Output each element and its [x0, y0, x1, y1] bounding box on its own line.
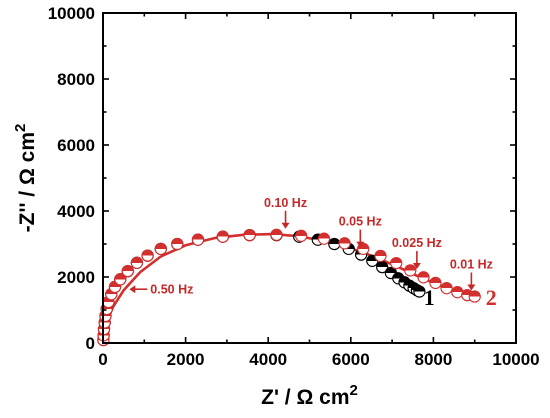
- data-point: [413, 285, 426, 298]
- y-axis-title-superscript: 2: [12, 124, 29, 132]
- y-tick-label: 0: [86, 334, 95, 353]
- x-tick-label: 0: [98, 350, 107, 369]
- x-axis-title-text: Z' / Ω cm: [261, 386, 349, 409]
- data-point: [404, 264, 417, 277]
- x-axis-title-superscript: 2: [350, 382, 358, 399]
- data-point: [468, 290, 481, 303]
- frequency-annotations: 0.50 Hz 0.10 Hz 0.05 Hz 0.025 Hz 0.01 Hz: [129, 196, 493, 297]
- x-tick-label: 8000: [414, 350, 452, 369]
- annotation-label: 0.01 Hz: [450, 257, 493, 271]
- x-axis-title: Z' / Ω cm2: [261, 382, 358, 409]
- y-tick-label: 6000: [57, 136, 95, 155]
- data-point: [114, 273, 127, 286]
- frequency-annotation: 0.50 Hz: [129, 283, 193, 297]
- frequency-annotation: 0.10 Hz: [264, 196, 307, 229]
- data-point: [295, 229, 308, 242]
- annotation-arrow-head: [281, 222, 290, 229]
- data-point: [191, 233, 205, 246]
- annotation-arrow-head: [412, 263, 421, 270]
- annotation-arrow-head: [356, 241, 365, 248]
- y-axis-title-text: -Z'' / Ω cm: [16, 132, 39, 232]
- series-label-2: 2: [486, 285, 497, 310]
- data-point: [440, 282, 453, 295]
- y-tick-label: 10000: [48, 4, 95, 23]
- frequency-annotation: 0.01 Hz: [450, 257, 493, 291]
- data-point: [429, 276, 442, 290]
- data-point: [417, 271, 430, 284]
- data-point: [141, 249, 154, 262]
- series-1-points: [97, 228, 426, 347]
- data-point: [270, 228, 283, 241]
- axes: 0 2000 4000 6000 8000 10000 0 2000 4000 6000 8000 1…: [12, 4, 540, 409]
- data-point: [154, 242, 167, 256]
- data-point: [328, 237, 341, 251]
- x-tick-label: 4000: [249, 350, 287, 369]
- x-tick-label: 6000: [332, 350, 370, 369]
- x-tick-label: 2000: [167, 350, 205, 369]
- data-point: [390, 256, 403, 270]
- series-label-1: 1: [424, 285, 435, 310]
- annotation-label: 0.025 Hz: [392, 236, 442, 250]
- data-point: [171, 237, 184, 251]
- data-point: [374, 249, 387, 263]
- annotation-label: 0.10 Hz: [264, 196, 307, 210]
- frequency-annotation: 0.05 Hz: [339, 215, 382, 248]
- data-point: [243, 228, 256, 242]
- data-point: [317, 232, 331, 245]
- data-point: [121, 264, 134, 278]
- x-tick-label: 10000: [492, 350, 539, 369]
- y-tick-label: 4000: [57, 202, 95, 221]
- annotation-arrow-head: [129, 285, 136, 294]
- data-point: [130, 256, 144, 269]
- annotation-arrow-head: [467, 284, 476, 291]
- annotation-label: 0.05 Hz: [339, 215, 382, 229]
- y-tick-label: 8000: [57, 70, 95, 89]
- annotation-label: 0.50 Hz: [150, 283, 193, 297]
- frequency-annotation: 0.025 Hz: [392, 236, 442, 270]
- data-point: [338, 237, 351, 250]
- data-point: [216, 230, 229, 243]
- y-tick-label: 2000: [57, 268, 95, 287]
- y-axis-title: -Z'' / Ω cm2: [12, 124, 39, 233]
